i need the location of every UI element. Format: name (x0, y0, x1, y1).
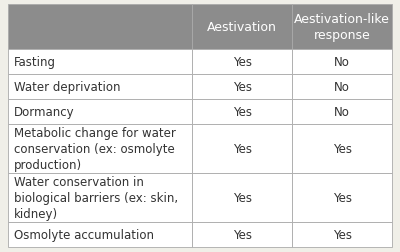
Text: No: No (334, 106, 350, 118)
Text: Yes: Yes (233, 191, 252, 204)
Text: Metabolic change for water
conservation (ex: osmolyte
production): Metabolic change for water conservation … (14, 127, 176, 171)
Text: Fasting: Fasting (14, 56, 56, 69)
Bar (292, 100, 392, 124)
Text: Osmolyte accumulation: Osmolyte accumulation (14, 228, 154, 241)
Bar (292, 173, 392, 222)
Text: Yes: Yes (233, 142, 252, 155)
Bar (292, 5, 392, 50)
Bar (192, 50, 292, 75)
Text: No: No (334, 81, 350, 93)
Bar (8, 222, 192, 247)
Bar (8, 173, 192, 222)
Bar (292, 50, 392, 75)
Bar (192, 5, 292, 50)
Bar (8, 5, 192, 50)
Bar (192, 100, 292, 124)
Text: Water conservation in
biological barriers (ex: skin,
kidney): Water conservation in biological barrier… (14, 175, 178, 220)
Bar (192, 75, 292, 100)
Text: Yes: Yes (332, 228, 352, 241)
Text: Water deprivation: Water deprivation (14, 81, 120, 93)
Text: No: No (334, 56, 350, 69)
Bar (292, 75, 392, 100)
Text: Aestivation-like
response: Aestivation-like response (294, 13, 390, 42)
Bar (8, 75, 192, 100)
Text: Yes: Yes (233, 81, 252, 93)
Bar (292, 222, 392, 247)
Bar (292, 124, 392, 173)
Text: Aestivation: Aestivation (207, 21, 277, 34)
Bar (192, 222, 292, 247)
Text: Yes: Yes (332, 142, 352, 155)
Bar (8, 100, 192, 124)
Text: Yes: Yes (332, 191, 352, 204)
Bar (8, 124, 192, 173)
Bar (192, 124, 292, 173)
Text: Yes: Yes (233, 56, 252, 69)
Bar (8, 50, 192, 75)
Text: Yes: Yes (233, 106, 252, 118)
Text: Dormancy: Dormancy (14, 106, 74, 118)
Bar (192, 173, 292, 222)
Text: Yes: Yes (233, 228, 252, 241)
